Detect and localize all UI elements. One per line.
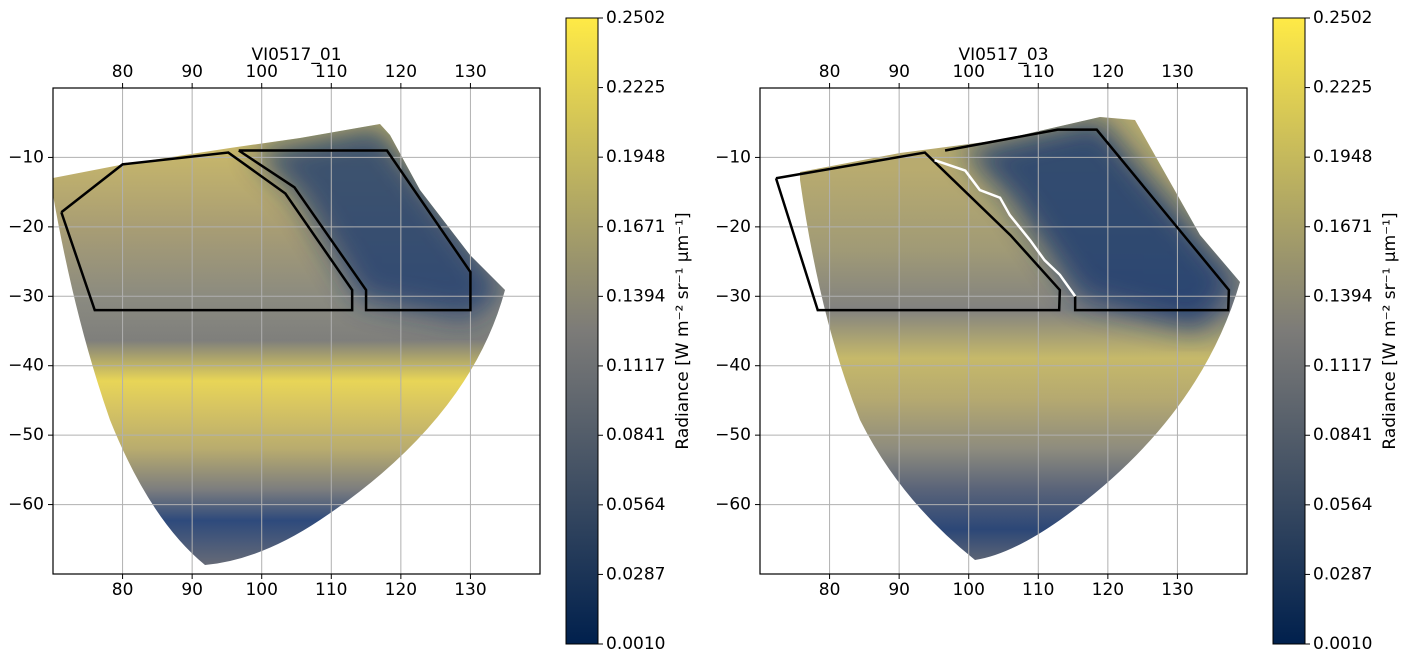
plot-frame xyxy=(759,87,1248,575)
plot-frame xyxy=(52,87,541,575)
x-tick-label: 110 xyxy=(1022,580,1054,600)
x-tick-label: 100 xyxy=(245,580,277,600)
panel-title: VI0517_03 xyxy=(958,45,1048,65)
panel-title: VI0517_01 xyxy=(251,45,341,65)
region-outline xyxy=(60,151,354,312)
x-tick-label: 100 xyxy=(952,580,984,600)
colorbar-tick-label: 0.0010 xyxy=(1313,634,1372,654)
colorbar-tick-label: 0.2502 xyxy=(606,8,665,28)
x-tick-label-top: 110 xyxy=(315,62,347,82)
colorbar-tick-label: 0.0564 xyxy=(1313,495,1372,515)
y-tick-label: −30 xyxy=(715,286,751,306)
colorbar-tick-label: 0.0010 xyxy=(606,634,665,654)
x-tick-label-top: 110 xyxy=(1022,62,1054,82)
colorbar-label: Radiance [W m⁻² sr⁻¹ μm⁻¹] xyxy=(1380,212,1400,449)
colorbar-tick-label: 0.0841 xyxy=(1313,425,1372,445)
x-tick-label: 130 xyxy=(454,580,486,600)
colorbar-tick-label: 0.2225 xyxy=(1313,78,1372,98)
x-tick-label-top: 100 xyxy=(952,62,984,82)
y-tick-label: −60 xyxy=(8,495,44,515)
y-tick-label: −10 xyxy=(715,147,751,167)
x-tick-label-top: 90 xyxy=(888,62,910,82)
x-tick-label-top: 100 xyxy=(245,62,277,82)
colorbar-label: Radiance [W m⁻² sr⁻¹ μm⁻¹] xyxy=(673,212,693,449)
colorbar-tick-label: 0.1117 xyxy=(606,356,665,376)
x-tick-label: 90 xyxy=(888,580,910,600)
x-tick-label-top: 130 xyxy=(1161,62,1193,82)
x-tick-label: 80 xyxy=(112,580,134,600)
colorbar-tick-label: 0.0841 xyxy=(606,425,665,445)
region-outline xyxy=(944,128,1231,312)
colorbar xyxy=(1272,17,1306,645)
x-tick-label: 130 xyxy=(1161,580,1193,600)
region-outline xyxy=(934,159,1077,298)
x-tick-label: 80 xyxy=(819,580,841,600)
y-tick-label: −10 xyxy=(8,147,44,167)
x-tick-label: 120 xyxy=(385,580,417,600)
colorbar-tick-label: 0.0287 xyxy=(1313,564,1372,584)
colorbar-tick-label: 0.2502 xyxy=(1313,8,1372,28)
region-outline xyxy=(238,149,472,312)
colorbar-tick-label: 0.1948 xyxy=(1313,147,1372,167)
y-tick-label: −20 xyxy=(8,217,44,237)
y-tick-label: −30 xyxy=(8,286,44,306)
region-outline xyxy=(774,151,1062,312)
y-tick-label: −50 xyxy=(715,425,751,445)
x-tick-label-top: 80 xyxy=(112,62,134,82)
x-tick-label-top: 80 xyxy=(819,62,841,82)
radiance-image xyxy=(800,117,1240,560)
y-tick-label: −50 xyxy=(8,425,44,445)
colorbar-tick-label: 0.0564 xyxy=(606,495,665,515)
colorbar-tick-label: 0.1117 xyxy=(1313,356,1372,376)
colorbar-tick-label: 0.1671 xyxy=(606,217,665,237)
y-tick-label: −40 xyxy=(8,356,44,376)
y-tick-label: −60 xyxy=(715,495,751,515)
colorbar-tick-label: 0.2225 xyxy=(606,78,665,98)
colorbar xyxy=(565,17,599,645)
x-tick-label: 120 xyxy=(1092,580,1124,600)
x-tick-label-top: 130 xyxy=(454,62,486,82)
colorbar-tick-label: 0.1671 xyxy=(1313,217,1372,237)
y-tick-label: −20 xyxy=(715,217,751,237)
x-tick-label-top: 120 xyxy=(1092,62,1124,82)
y-tick-label: −40 xyxy=(715,356,751,376)
x-tick-label-top: 120 xyxy=(385,62,417,82)
x-tick-label: 110 xyxy=(315,580,347,600)
colorbar-tick-label: 0.1948 xyxy=(606,147,665,167)
x-tick-label-top: 90 xyxy=(181,62,203,82)
colorbar-tick-label: 0.0287 xyxy=(606,564,665,584)
radiance-image xyxy=(53,124,505,565)
colorbar-tick-label: 0.1394 xyxy=(1313,286,1372,306)
x-tick-label: 90 xyxy=(181,580,203,600)
colorbar-tick-label: 0.1394 xyxy=(606,286,665,306)
